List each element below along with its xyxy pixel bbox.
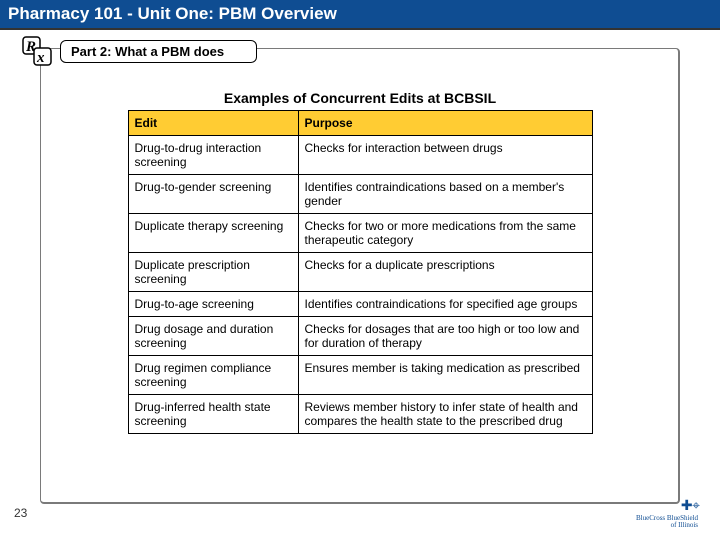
- table-row: Drug-to-drug interaction screeningChecks…: [128, 136, 592, 175]
- edits-table: EditPurpose Drug-to-drug interaction scr…: [128, 110, 593, 434]
- table-row: Drug dosage and duration screeningChecks…: [128, 317, 592, 356]
- brand-line2: of Illinois: [636, 522, 698, 530]
- purpose-cell: Checks for dosages that are too high or …: [298, 317, 592, 356]
- purpose-cell: Ensures member is taking medication as p…: [298, 356, 592, 395]
- edit-cell: Drug regimen compliance screening: [128, 356, 298, 395]
- content-wrap: Examples of Concurrent Edits at BCBSIL E…: [40, 90, 680, 434]
- part-header: R x Part 2: What a PBM does: [22, 36, 720, 66]
- edit-cell: Drug dosage and duration screening: [128, 317, 298, 356]
- edit-cell: Duplicate prescription screening: [128, 253, 298, 292]
- table-header-row: EditPurpose: [128, 111, 592, 136]
- edit-cell: Drug-inferred health state screening: [128, 395, 298, 434]
- purpose-cell: Identifies contraindications based on a …: [298, 175, 592, 214]
- page-number: 23: [14, 506, 27, 520]
- purpose-cell: Checks for interaction between drugs: [298, 136, 592, 175]
- rx-icon: R x: [22, 36, 52, 66]
- title-bar: Pharmacy 101 - Unit One: PBM Overview: [0, 0, 720, 30]
- purpose-cell: Checks for a duplicate prescriptions: [298, 253, 592, 292]
- table-row: Drug-to-age screeningIdentifies contrain…: [128, 292, 592, 317]
- table-body: Drug-to-drug interaction screeningChecks…: [128, 136, 592, 434]
- table-row: Drug-to-gender screeningIdentifies contr…: [128, 175, 592, 214]
- purpose-cell: Identifies contraindications for specifi…: [298, 292, 592, 317]
- table-row: Drug-inferred health state screeningRevi…: [128, 395, 592, 434]
- edit-cell: Drug-to-gender screening: [128, 175, 298, 214]
- edit-cell: Duplicate therapy screening: [128, 214, 298, 253]
- table-title: Examples of Concurrent Edits at BCBSIL: [54, 90, 666, 106]
- table-row: Duplicate prescription screeningChecks f…: [128, 253, 592, 292]
- purpose-cell: Reviews member history to infer state of…: [298, 395, 592, 434]
- shield-icon: ✚ ⌖: [636, 499, 698, 514]
- part-label: Part 2: What a PBM does: [60, 40, 257, 63]
- col-header-1: Purpose: [298, 111, 592, 136]
- purpose-cell: Checks for two or more medications from …: [298, 214, 592, 253]
- edit-cell: Drug-to-age screening: [128, 292, 298, 317]
- edit-cell: Drug-to-drug interaction screening: [128, 136, 298, 175]
- bcbs-logo: ✚ ⌖ BlueCross BlueShield of Illinois: [636, 499, 698, 530]
- col-header-0: Edit: [128, 111, 298, 136]
- svg-text:x: x: [36, 50, 45, 66]
- table-row: Duplicate therapy screeningChecks for tw…: [128, 214, 592, 253]
- table-row: Drug regimen compliance screeningEnsures…: [128, 356, 592, 395]
- slide-title: Pharmacy 101 - Unit One: PBM Overview: [8, 4, 337, 23]
